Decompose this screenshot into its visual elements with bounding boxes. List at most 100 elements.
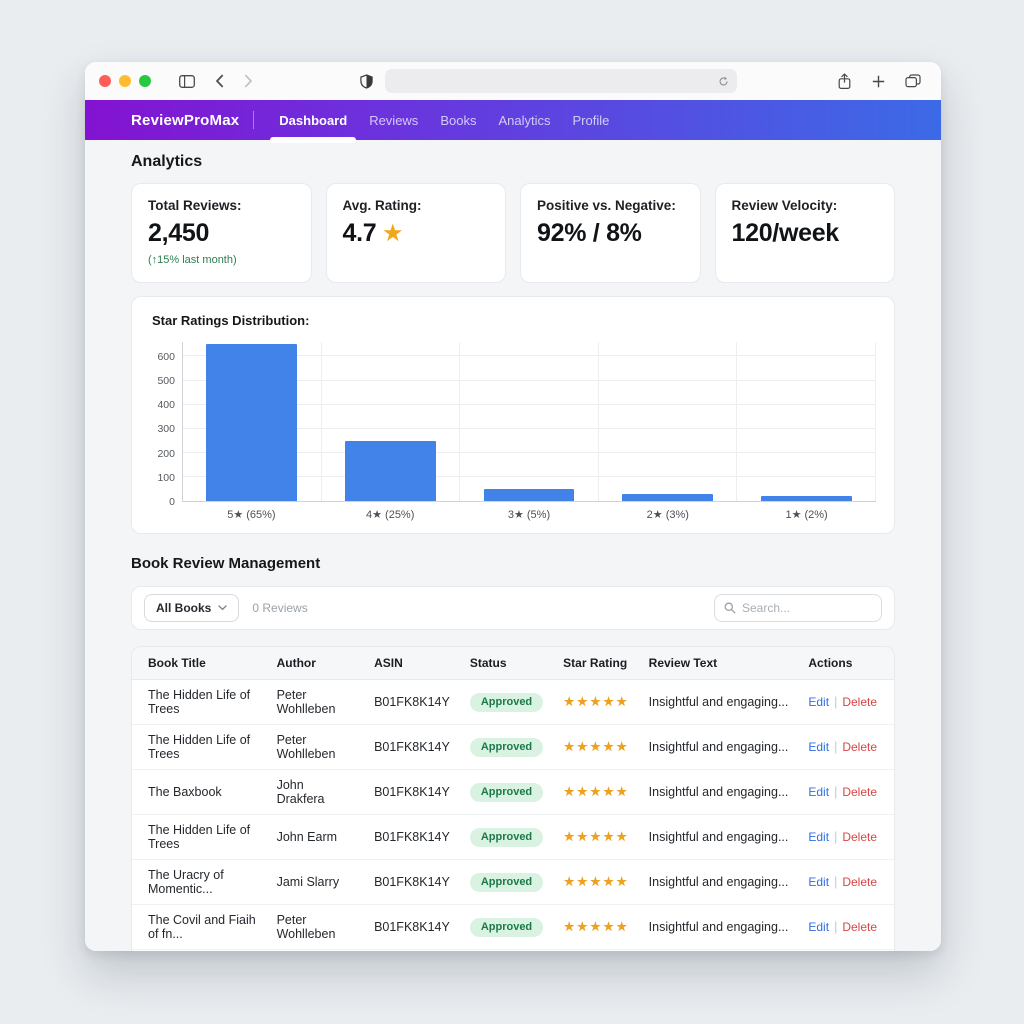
cell-actions: Edit | Delete [798, 679, 894, 725]
status-badge: Approved [469, 692, 544, 712]
cell-asin: B01FK8K14Y [364, 949, 460, 951]
bar-chart: 0 100 200 300 400 500 600 [146, 342, 876, 508]
chart-zone [322, 342, 461, 501]
y-tick-label: 200 [157, 447, 175, 460]
tab-overview-icon[interactable] [899, 68, 927, 94]
minimize-button[interactable] [119, 75, 131, 87]
stat-card-positive-negative: Positive vs. Negative: 92% / 8% [520, 183, 701, 283]
stat-card-total-reviews: Total Reviews: 2,450 (↑15% last month) [131, 183, 312, 283]
cell-review-text: Insightful and engaging... [638, 769, 799, 815]
star-rating-icons: ★★★★★ ★★★★★ [563, 919, 629, 934]
forward-icon[interactable] [238, 68, 259, 94]
fullscreen-button[interactable] [139, 75, 151, 87]
stat-label: Avg. Rating: [342, 198, 422, 213]
star-rating-icons: ★★★★★ ★★★★★ [563, 694, 629, 709]
x-tick-label: 2★ (3%) [646, 509, 689, 521]
chart-zone [737, 342, 876, 501]
delete-link[interactable]: Delete [842, 695, 877, 709]
cell-author: Jami Slarry [266, 859, 365, 905]
edit-link[interactable]: Edit [808, 785, 830, 799]
cell-review-text: Insightful and engaging... [638, 679, 799, 725]
books-filter-dropdown[interactable]: All Books [144, 594, 240, 622]
cell-actions: Edit | Delete [798, 904, 894, 950]
cell-author: Aaoen B. Gramison [266, 949, 365, 951]
chart-bar-3star [483, 488, 575, 501]
delete-link[interactable]: Delete [842, 785, 877, 799]
delete-link[interactable]: Delete [842, 920, 877, 934]
table-header: Book Title Author ASIN Status Star Rating Rev… [132, 647, 894, 680]
chart-zone [183, 342, 322, 501]
table-row: The Baxbook John Drakfera B01FK8K14Y Approv… [132, 769, 894, 815]
star-rating-icons: ★★★★★ ★★★★★ [563, 739, 629, 754]
y-tick-label: 500 [157, 374, 175, 387]
gridline [183, 379, 876, 381]
x-tick-label: 4★ (25%) [366, 509, 415, 521]
edit-link[interactable]: Edit [808, 740, 830, 754]
column-header-author: Author [266, 647, 365, 680]
nav-tab-reviews[interactable]: Reviews [369, 112, 419, 128]
app-logo: ReviewProMax [131, 111, 240, 129]
stat-cards: Total Reviews: 2,450 (↑15% last month) A… [131, 183, 895, 283]
chart-bar-2star [622, 493, 713, 501]
cell-book-title: The Hidden Life of Trees [132, 814, 267, 860]
chevron-down-icon [218, 605, 227, 611]
cell-book-title: The Baxbook [132, 769, 267, 815]
table-row: The Hidden Life of Trees Peter Wohlleben B… [132, 724, 894, 770]
nav-tab-profile[interactable]: Profile [572, 112, 610, 128]
nav-tab-dashboard[interactable]: Dashboard [268, 100, 358, 143]
cell-asin: B01FK8K14Y [364, 859, 460, 905]
x-tick-label: 5★ (65%) [227, 509, 276, 521]
chart-title: Star Ratings Distribution: [152, 313, 310, 328]
nav-tab-books[interactable]: Books [440, 112, 477, 128]
edit-link[interactable]: Edit [808, 920, 830, 934]
y-tick-label: 0 [169, 496, 175, 508]
back-icon[interactable] [209, 68, 230, 94]
url-input[interactable] [392, 74, 718, 88]
delete-link[interactable]: Delete [842, 875, 877, 889]
nav-tab-analytics[interactable]: Analytics [498, 112, 551, 128]
reviews-table: Book Title Author ASIN Status Star Rating Rev… [132, 647, 894, 951]
column-header-actions: Actions [798, 647, 894, 680]
new-tab-icon[interactable] [866, 68, 891, 94]
analytics-heading: Analytics [131, 153, 203, 170]
cell-author: Peter Wohlleben [266, 724, 365, 770]
edit-link[interactable]: Edit [808, 695, 830, 709]
refresh-icon[interactable] [718, 76, 729, 87]
cell-review-text: Insightful and engaging... [638, 859, 799, 905]
table-row: The Hidden Life of Trees Peter Wohlleben B… [132, 679, 894, 725]
cell-author: Peter Wohlleben [266, 904, 365, 950]
cell-author: John Earm [266, 814, 365, 860]
search-box[interactable] [714, 594, 882, 622]
x-tick-label: 3★ (5%) [507, 509, 551, 521]
management-heading: Book Review Management [131, 555, 321, 572]
table-row: The Hidden Life of Trees John Earm B01FK8K… [132, 814, 894, 860]
stat-value: 2,450 [148, 219, 210, 247]
share-icon[interactable] [831, 68, 858, 94]
edit-link[interactable]: Edit [808, 875, 830, 889]
sidebar-icon[interactable] [173, 68, 201, 94]
chart-y-axis: 0 100 200 300 400 500 600 [146, 342, 182, 508]
gridline [183, 427, 876, 429]
search-input[interactable] [742, 601, 872, 615]
cell-status: Approved [459, 904, 554, 950]
edit-link[interactable]: Edit [808, 830, 830, 844]
y-tick-label: 100 [157, 471, 175, 484]
cell-review-text: Insightful and engaging... [638, 814, 799, 860]
chart-bar-1star [760, 496, 852, 501]
cell-book-title: The Hidden Life of Trees [132, 679, 267, 725]
delete-link[interactable]: Delete [842, 830, 877, 844]
nav-divider [253, 111, 255, 129]
delete-link[interactable]: Delete [842, 740, 877, 754]
cell-actions: Edit | Delete [798, 769, 894, 815]
star-rating-icons: ★★★★★ ★★★★★ [563, 829, 629, 844]
address-bar[interactable] [384, 69, 737, 93]
table-row: The Samoreors of the AuthorAaoen B. Gram… [132, 949, 894, 951]
status-badge: Approved [469, 872, 544, 892]
shield-icon[interactable] [354, 68, 379, 94]
status-badge: Approved [469, 737, 544, 757]
stat-label: Review Velocity: [731, 198, 838, 213]
nav-tabs: Dashboard Reviews Books Analytics Profile [268, 100, 620, 143]
stat-value: 4.7 ★ [342, 219, 403, 247]
close-button[interactable] [99, 75, 111, 87]
cell-asin: B01FK8K14Y [364, 724, 460, 770]
